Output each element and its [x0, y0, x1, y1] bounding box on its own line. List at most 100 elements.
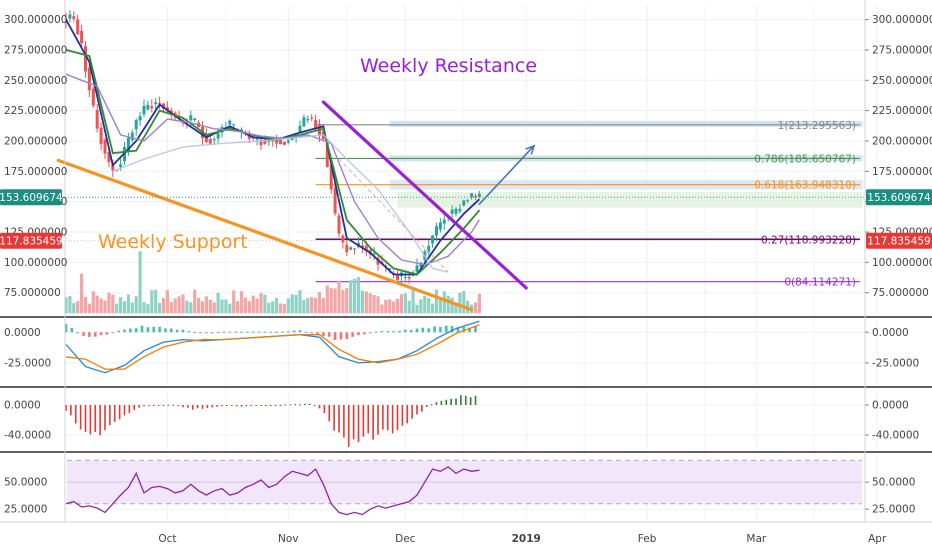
oscillator-bar	[109, 405, 111, 426]
candle-body	[232, 124, 236, 126]
candle-body	[477, 193, 481, 198]
volume-bar	[368, 293, 372, 314]
volume-bar	[251, 295, 255, 314]
candle-body	[158, 102, 162, 104]
macd-histogram-bar	[468, 327, 471, 333]
oscillator-bar	[313, 405, 316, 406]
oscillator-bar	[274, 405, 277, 406]
volume-bar	[360, 290, 364, 314]
candle-body	[279, 139, 282, 145]
volume-bar	[146, 304, 150, 314]
y-tick-label-right: 200.000000	[872, 135, 932, 147]
candle-body	[474, 196, 477, 198]
candle-body	[91, 88, 95, 106]
oscillator-bar	[464, 395, 467, 405]
volume-bar	[200, 301, 205, 314]
current-price-badge-right: 153.609674	[867, 192, 931, 204]
current-price-badge-right-bg	[866, 189, 932, 206]
volume-bar	[423, 295, 427, 314]
volume-bar	[473, 302, 478, 314]
volume-bar	[310, 297, 314, 314]
macd-histogram-bar	[263, 331, 267, 333]
volume-bar	[372, 294, 376, 314]
candle-body	[329, 164, 333, 190]
y-tick-label-left: 275.000000	[4, 44, 67, 56]
trend-lines[interactable]: Weekly Resistance Weekly Support	[56, 55, 537, 312]
macd-histogram-bar	[216, 332, 220, 334]
candle-body	[84, 46, 87, 72]
candle-body	[162, 103, 165, 109]
oscillator-bar	[128, 405, 131, 414]
macd-histogram-bar	[117, 330, 120, 333]
volume-bar	[380, 304, 384, 314]
oscillator-bar	[362, 405, 365, 437]
candle-body	[142, 105, 146, 115]
macd-histogram-bar	[134, 328, 138, 333]
oscillator-bar	[474, 395, 477, 405]
macd-histogram-bar	[392, 331, 395, 333]
y-tick-label-right: 75.000000	[872, 287, 929, 299]
oscillator-bar	[226, 405, 228, 406]
trend-line	[56, 158, 474, 312]
fib-zone-green	[397, 191, 863, 208]
macd-histogram-bar	[269, 331, 273, 333]
volume-bar	[72, 303, 76, 314]
oscillator-bar	[401, 405, 404, 426]
volume-bar	[154, 289, 158, 314]
volume-bar	[197, 297, 201, 314]
volume-bar	[356, 277, 361, 314]
candle-body	[271, 140, 275, 142]
oscillator-bar	[113, 405, 116, 422]
volume-bar	[364, 291, 368, 314]
candle-body	[111, 164, 115, 171]
macd-histogram-bar	[374, 331, 378, 333]
oscillator-bar	[318, 405, 321, 409]
volume-bar	[115, 303, 119, 314]
oscillator-bar	[269, 405, 272, 406]
y-tick-label-right: 0.0000	[872, 400, 909, 412]
volume-bar	[434, 289, 439, 314]
y-tick-label-right: 275.000000	[872, 44, 932, 56]
oscillator-bar	[416, 405, 418, 415]
oscillator-bar	[172, 404, 175, 406]
candle-body	[212, 139, 216, 141]
macd-histogram-bar	[164, 328, 167, 333]
volume-bar	[111, 294, 115, 314]
volume-bar	[165, 290, 169, 314]
volume-bar	[462, 290, 466, 314]
candle-body	[95, 110, 99, 129]
trend-line	[321, 100, 528, 290]
candle-body	[333, 188, 337, 214]
macd-histogram-bar	[234, 331, 237, 333]
macd-histogram-bar	[140, 325, 144, 333]
y-tick-label-left: 75.000000	[4, 287, 61, 299]
oscillator-bar	[391, 405, 394, 434]
volume-bar	[228, 303, 232, 314]
volume-bar	[95, 295, 99, 314]
candle-body	[208, 139, 212, 144]
macd-histogram-bar	[70, 327, 74, 333]
volume-bar	[341, 290, 345, 314]
current-price-badge-left: 153.609674	[0, 192, 63, 204]
macd-histogram-bar	[386, 331, 390, 333]
volume-bar	[349, 280, 353, 314]
y-tick-label-left: 0.0000	[4, 400, 41, 412]
volume-bar	[275, 297, 279, 314]
oscillator-bar	[70, 405, 72, 416]
oscillator-bar	[304, 403, 306, 405]
volume-bar	[376, 296, 380, 314]
oscillator-bar	[167, 404, 170, 406]
oscillator-bar	[65, 405, 67, 411]
oscillator-bar	[289, 404, 292, 406]
oscillator-bar	[74, 405, 77, 424]
volume-bar	[298, 290, 302, 314]
macd-histogram-bar	[380, 331, 384, 333]
macd-histogram-bar	[456, 327, 460, 333]
fibonacci-retracement[interactable]: 1(213.295563) 0.786(185.650767) 0.618(163.…	[315, 120, 863, 289]
candle-body	[255, 138, 259, 140]
volume-bar	[384, 299, 388, 314]
volume-bar	[403, 293, 407, 314]
oscillator-bar	[187, 405, 189, 408]
macd-histogram-bar	[175, 329, 179, 333]
